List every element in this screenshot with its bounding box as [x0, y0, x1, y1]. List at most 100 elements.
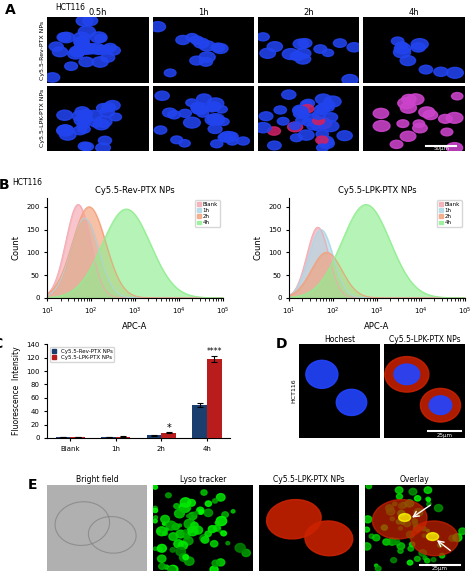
Circle shape	[447, 68, 464, 78]
Circle shape	[431, 532, 435, 536]
Title: Hochest: Hochest	[324, 335, 355, 343]
Circle shape	[210, 566, 218, 573]
Circle shape	[199, 41, 215, 51]
Circle shape	[277, 117, 289, 125]
Circle shape	[86, 110, 102, 121]
Circle shape	[413, 124, 427, 133]
Circle shape	[311, 122, 324, 131]
Circle shape	[187, 515, 190, 518]
Circle shape	[104, 43, 117, 51]
Circle shape	[217, 559, 225, 566]
Circle shape	[293, 39, 308, 49]
Circle shape	[73, 127, 86, 135]
Text: C: C	[0, 337, 3, 351]
Circle shape	[314, 105, 329, 114]
X-axis label: APC-A: APC-A	[364, 322, 390, 331]
Circle shape	[157, 555, 166, 563]
Circle shape	[157, 530, 161, 533]
Bar	[192, 405, 207, 438]
Circle shape	[165, 528, 168, 531]
Circle shape	[165, 493, 171, 498]
Text: E: E	[27, 477, 37, 491]
Bar	[116, 437, 130, 438]
Circle shape	[302, 118, 314, 126]
Bar	[207, 359, 222, 438]
Circle shape	[188, 526, 192, 530]
Bar	[162, 433, 176, 438]
Circle shape	[153, 506, 157, 510]
Circle shape	[459, 528, 466, 535]
Circle shape	[427, 502, 431, 506]
Circle shape	[172, 524, 179, 530]
Ellipse shape	[373, 500, 427, 539]
Title: Bright field: Bright field	[76, 475, 118, 484]
Circle shape	[364, 527, 370, 532]
Circle shape	[414, 496, 420, 501]
Circle shape	[153, 508, 158, 512]
Circle shape	[408, 546, 414, 551]
Circle shape	[109, 113, 121, 121]
Circle shape	[219, 530, 222, 533]
Circle shape	[197, 94, 211, 104]
Y-axis label: Cy5.5-LPK-PTX NPs: Cy5.5-LPK-PTX NPs	[40, 89, 45, 147]
Circle shape	[423, 556, 427, 560]
Circle shape	[92, 57, 108, 67]
Circle shape	[425, 559, 430, 563]
Ellipse shape	[305, 521, 353, 556]
Circle shape	[441, 128, 453, 136]
Bar	[147, 436, 162, 438]
Circle shape	[393, 502, 397, 505]
Circle shape	[396, 42, 408, 50]
Circle shape	[424, 487, 432, 493]
Circle shape	[105, 100, 120, 110]
Circle shape	[78, 125, 90, 133]
Circle shape	[290, 52, 304, 61]
Circle shape	[322, 100, 335, 109]
Circle shape	[157, 545, 166, 552]
Circle shape	[267, 127, 281, 135]
Circle shape	[414, 508, 423, 516]
Circle shape	[90, 120, 102, 127]
Circle shape	[259, 112, 273, 121]
Circle shape	[369, 534, 374, 538]
Circle shape	[400, 503, 407, 508]
Circle shape	[306, 114, 319, 123]
Circle shape	[74, 37, 89, 47]
Circle shape	[178, 542, 188, 549]
Circle shape	[56, 125, 73, 136]
Circle shape	[409, 489, 417, 495]
Circle shape	[242, 549, 250, 557]
Circle shape	[288, 122, 303, 132]
Circle shape	[396, 519, 401, 524]
Circle shape	[291, 134, 302, 142]
Circle shape	[301, 104, 314, 113]
Circle shape	[392, 37, 404, 45]
Bar	[101, 437, 116, 438]
Circle shape	[208, 114, 225, 125]
Circle shape	[412, 519, 417, 524]
Circle shape	[191, 36, 203, 44]
Circle shape	[322, 49, 334, 57]
Circle shape	[405, 500, 414, 507]
Circle shape	[210, 140, 223, 147]
Circle shape	[74, 41, 91, 52]
Circle shape	[298, 38, 312, 48]
Legend: Blank, 1h, 2h, 4h: Blank, 1h, 2h, 4h	[195, 201, 220, 227]
Circle shape	[180, 498, 191, 507]
Circle shape	[100, 108, 114, 117]
Circle shape	[106, 46, 120, 55]
Circle shape	[174, 540, 183, 548]
Title: Overlay: Overlay	[400, 475, 429, 484]
Circle shape	[423, 557, 427, 560]
Circle shape	[419, 65, 433, 74]
Circle shape	[184, 557, 194, 566]
Circle shape	[364, 516, 372, 523]
Circle shape	[396, 542, 400, 545]
Circle shape	[301, 100, 312, 107]
Circle shape	[324, 113, 337, 122]
Circle shape	[218, 134, 231, 142]
Circle shape	[401, 103, 417, 113]
Legend: Cy5.5-Rev-PTX NPs, Cy5.5-LPK-PTX NPs: Cy5.5-Rev-PTX NPs, Cy5.5-LPK-PTX NPs	[50, 347, 114, 361]
Circle shape	[74, 115, 91, 125]
Bar	[70, 437, 85, 438]
